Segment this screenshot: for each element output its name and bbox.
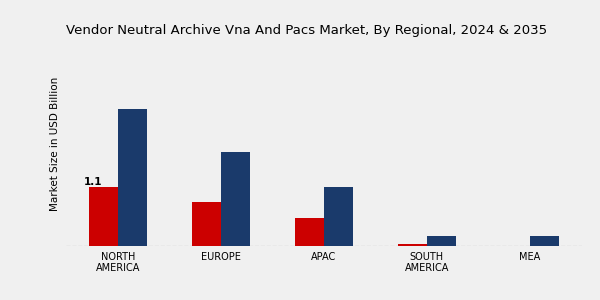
Bar [89,187,118,246]
Bar [221,152,250,246]
Bar [398,244,427,246]
Bar [427,236,455,246]
Text: 1.1: 1.1 [85,177,103,187]
Bar [530,236,559,246]
Bar [324,187,353,246]
Y-axis label: Market Size in USD Billion: Market Size in USD Billion [50,77,61,211]
Bar [193,202,221,246]
Legend: 2024, 2035: 2024, 2035 [441,0,576,5]
Text: Vendor Neutral Archive Vna And Pacs Market, By Regional, 2024 & 2035: Vendor Neutral Archive Vna And Pacs Mark… [66,24,547,37]
Bar [295,218,324,246]
Bar [118,109,147,246]
